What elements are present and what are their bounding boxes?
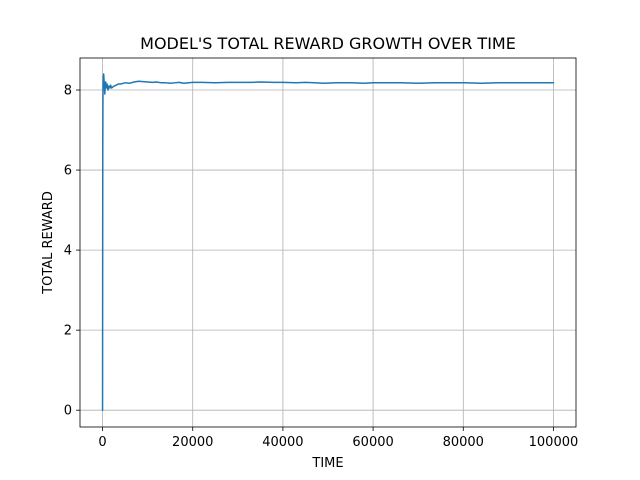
y-tick-label: 4 (64, 244, 72, 259)
y-axis-label: TOTAL REWARD (41, 191, 56, 295)
grid-lines (80, 58, 576, 427)
x-tick-label: 0 (98, 435, 106, 450)
y-tick-label: 2 (64, 324, 72, 339)
x-tick-label: 100000 (529, 435, 579, 450)
tick-layer: 0 20000 40000 60000 80000 100000 0 2 4 6 8 (64, 84, 579, 450)
x-axis-label: TIME (311, 456, 343, 471)
x-tick-label: 20000 (172, 435, 213, 450)
y-tick-label: 8 (64, 84, 72, 99)
chart-title: MODEL'S TOTAL REWARD GROWTH OVER TIME (140, 34, 516, 53)
plot-frame (79, 57, 577, 428)
x-tick-label: 40000 (262, 435, 303, 450)
series-layer (101, 73, 555, 411)
y-tick-label: 0 (64, 404, 72, 419)
x-tick-label: 80000 (443, 435, 484, 450)
x-tick-label: 60000 (352, 435, 393, 450)
series-line-1 (101, 73, 555, 411)
y-tick-label: 6 (64, 164, 72, 179)
